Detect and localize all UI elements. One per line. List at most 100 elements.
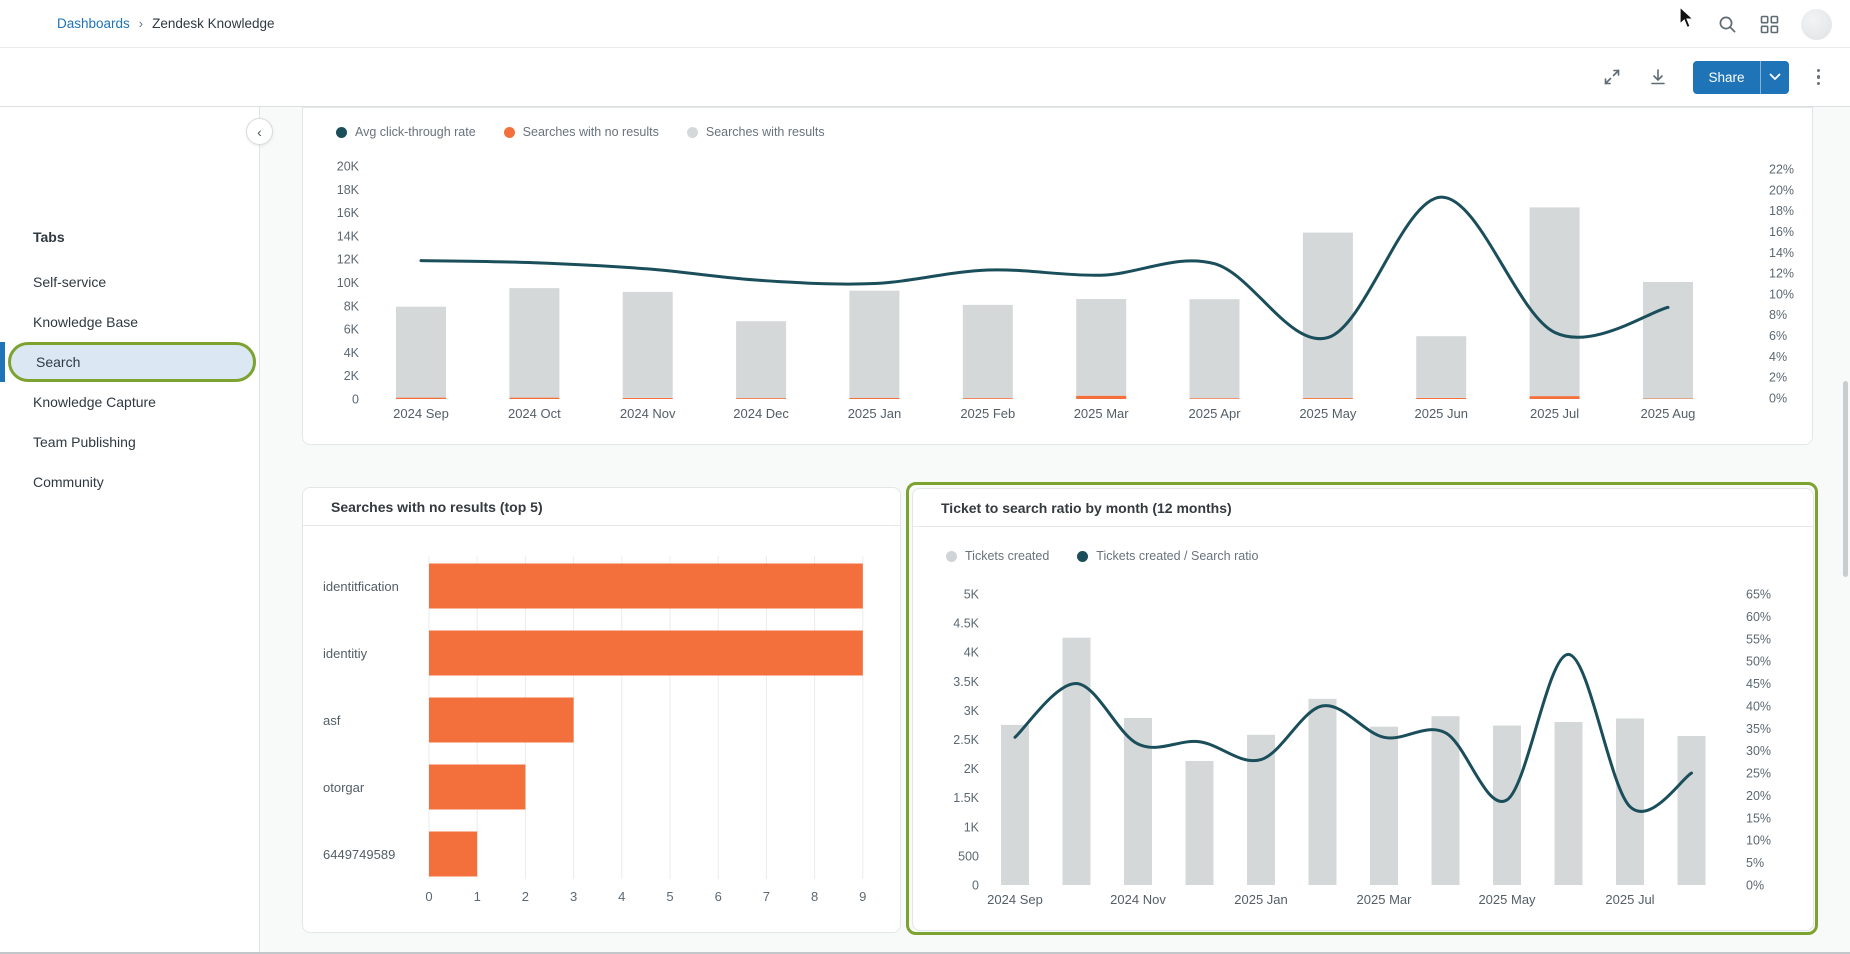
bar-segment[interactable]	[1247, 734, 1275, 885]
bar-segment[interactable]	[1189, 299, 1240, 399]
legend-item-tickets-created[interactable]: Tickets created	[946, 549, 1049, 563]
share-button[interactable]: Share	[1693, 60, 1761, 94]
x-axis-category-label: 2024 Sep	[393, 406, 449, 421]
bar-segment[interactable]	[849, 397, 900, 399]
sidebar-item-team-publishing[interactable]: Team Publishing	[33, 434, 136, 450]
left-axis-tick-label: 10K	[337, 276, 360, 290]
fullscreen-icon[interactable]	[1601, 66, 1623, 88]
more-options-kebab-icon[interactable]	[1813, 65, 1825, 90]
sidebar-collapse-button[interactable]: ‹	[246, 118, 273, 145]
legend-dot-gray	[686, 126, 698, 138]
legend-item-avg-ctr[interactable]: Avg click-through rate	[336, 125, 476, 139]
bar-segment[interactable]	[429, 630, 863, 676]
sidebar-item-knowledge-base[interactable]: Knowledge Base	[33, 314, 139, 330]
bar-segment[interactable]	[962, 304, 1013, 399]
left-axis-tick-label: 0	[972, 879, 979, 893]
bar-segment[interactable]	[1416, 336, 1467, 398]
bar-segment[interactable]	[396, 306, 446, 398]
bar-segment[interactable]	[429, 764, 526, 810]
x-axis-category-label: 2025 May	[1299, 406, 1357, 421]
legend-label: Tickets created	[965, 549, 1050, 563]
trend-line[interactable]	[419, 195, 1670, 341]
download-icon[interactable]	[1647, 66, 1669, 88]
sidebar-item-self-service[interactable]: Self-service	[33, 274, 107, 290]
ticket-ratio-chart-canvas[interactable]: 5K 4.5K 4K 3.5K 3K 2.5K 2K 1.5K 1K 500 0 65% 60% 55% 5…	[913, 576, 1815, 932]
bar-segment[interactable]	[1416, 398, 1467, 399]
bar-segment[interactable]	[622, 398, 673, 399]
bar-segment[interactable]	[736, 321, 787, 399]
breadcrumb-dashboards-link[interactable]: Dashboards	[57, 16, 130, 31]
right-axis-tick-label: 55%	[1746, 632, 1771, 646]
bar-segment[interactable]	[1308, 698, 1337, 885]
bar-segment[interactable]	[1001, 724, 1029, 885]
vertical-scrollbar[interactable]	[1843, 381, 1848, 577]
bar-segment[interactable]	[1302, 398, 1353, 399]
tabs-sidebar: Tabs Self-service Knowledge Base Search …	[0, 107, 260, 952]
x-axis-tick-label: 8	[811, 889, 818, 904]
bar-segment[interactable]	[1431, 716, 1460, 885]
bar-segment[interactable]	[1643, 398, 1693, 400]
bar-segment[interactable]	[1643, 282, 1693, 399]
left-axis-tick-label: 500	[958, 849, 979, 863]
bar-segment[interactable]	[1076, 299, 1127, 396]
bar-segment[interactable]	[429, 563, 863, 609]
sidebar-item-community[interactable]: Community	[33, 474, 104, 490]
category-label: identitiy	[323, 646, 368, 661]
bar-segment[interactable]	[509, 288, 560, 398]
x-axis-category-label: 2024 Sep	[987, 892, 1043, 907]
legend-item-with-results[interactable]: Searches with results	[686, 125, 825, 139]
bar-segment[interactable]	[1370, 726, 1398, 885]
bar-segment[interactable]	[849, 290, 900, 398]
bar-segment[interactable]	[429, 697, 574, 743]
bar-segment[interactable]	[962, 398, 1013, 399]
legend-item-ratio[interactable]: Tickets created / Search ratio	[1077, 549, 1258, 563]
bar-segment[interactable]	[736, 398, 787, 399]
right-axis-tick-label: 5%	[1746, 856, 1764, 870]
user-avatar[interactable]	[1801, 8, 1832, 40]
sidebar-item-search[interactable]: Search	[8, 342, 256, 382]
x-axis-category-label: 2025 Feb	[960, 406, 1015, 421]
bar-segment[interactable]	[1189, 398, 1240, 399]
search-overview-chart-canvas[interactable]: 20K 18K 16K 14K 12K 10K 8K 6K 4K 2K 0 22% 20% 18% 16% 1…	[303, 146, 1814, 446]
x-axis-tick-label: 1	[474, 889, 481, 904]
bar-segment[interactable]	[396, 397, 446, 399]
share-dropdown-button[interactable]	[1760, 60, 1789, 94]
bar-segment[interactable]	[1677, 736, 1706, 885]
bar-segment[interactable]	[1616, 718, 1644, 886]
legend-item-no-results[interactable]: Searches with no results	[503, 125, 659, 139]
x-axis-tick-label: 6	[715, 889, 722, 904]
apps-grid-icon[interactable]	[1759, 14, 1779, 34]
bar-segment[interactable]	[1302, 232, 1353, 398]
no-results-top5-card: Searches with no results (top 5) 0 1 2 3 4 5 6…	[302, 487, 901, 933]
left-axis-tick-label: 2.5K	[953, 733, 979, 747]
bar-segment[interactable]	[1554, 722, 1583, 885]
x-axis-category-label: 2025 Aug	[1640, 406, 1695, 421]
bar-segment[interactable]	[509, 397, 560, 399]
bar-segment[interactable]	[622, 291, 673, 398]
selected-tab-indicator	[0, 342, 5, 382]
bar-segment[interactable]	[429, 831, 478, 877]
category-label: 6449749589	[323, 847, 395, 862]
bar-segment[interactable]	[1185, 761, 1214, 885]
trend-line[interactable]	[1013, 652, 1693, 813]
bar-segment[interactable]	[1076, 395, 1127, 399]
right-axis-tick-label: 30%	[1746, 744, 1771, 758]
bar-segment[interactable]	[1529, 396, 1580, 399]
left-axis-tick-label: 3.5K	[953, 675, 979, 689]
right-axis-tick-label: 45%	[1746, 677, 1771, 691]
card-title: Ticket to search ratio by month (12 mont…	[941, 499, 1232, 516]
bar-segment[interactable]	[1493, 725, 1521, 886]
right-axis-tick-label: 4%	[1769, 350, 1787, 364]
x-axis-category-label: 2025 Jun	[1414, 406, 1468, 421]
bar-segment[interactable]	[1062, 637, 1091, 885]
left-axis-tick-label: 2K	[964, 762, 980, 776]
bar-segment[interactable]	[1529, 207, 1580, 397]
search-icon[interactable]	[1717, 14, 1737, 34]
right-axis-tick-label: 0%	[1746, 879, 1764, 893]
x-axis-category-label: 2025 Mar	[1357, 892, 1413, 907]
sidebar-item-knowledge-capture[interactable]: Knowledge Capture	[33, 394, 156, 410]
right-axis-tick-label: 22%	[1769, 163, 1794, 177]
no-results-top5-chart-canvas[interactable]: 0 1 2 3 4 5 6 7 8 9 identitfication identitiy asf oto…	[303, 531, 902, 934]
card-title: Searches with no results (top 5)	[331, 498, 543, 515]
left-axis-tick-label: 16K	[337, 206, 360, 220]
